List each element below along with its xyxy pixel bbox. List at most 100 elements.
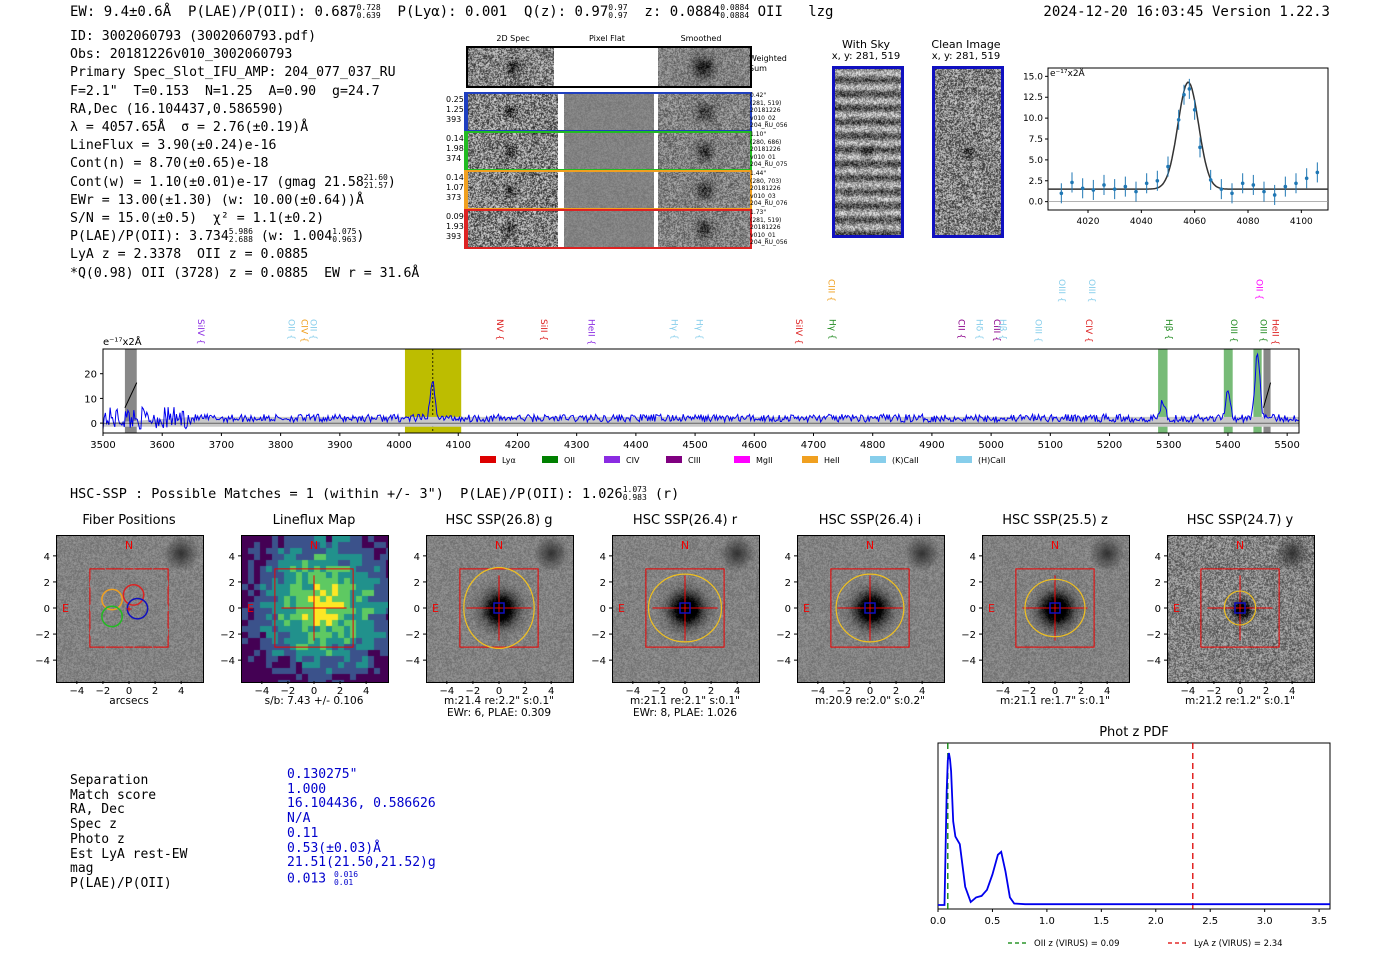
hsc-hi: 1.073 <box>622 485 647 494</box>
row-left-stats: 0.25 1.25 393 <box>446 95 466 125</box>
row-info: (280, 686) <box>750 138 782 146</box>
cutout-ytick-label: −4 <box>591 656 606 667</box>
spectral-line-label: SiII { <box>538 319 548 341</box>
green-band <box>1253 349 1262 433</box>
spec-xtick-label: 4600 <box>742 440 767 451</box>
spectral-line-label: OII { <box>285 319 295 340</box>
info-lineflux: LineFlux = 3.90(±0.24)e-16 <box>70 138 277 154</box>
row-info: (281, 519) <box>750 99 782 107</box>
hsc-lo: 0.983 <box>622 493 647 502</box>
match-value: 1.000 <box>287 782 436 798</box>
spec2d-row <box>466 170 752 210</box>
plae-value: P(LAE)/P(OII): 0.687 <box>188 4 357 20</box>
cutout-overlay: NE <box>1173 539 1280 648</box>
compass-east: E <box>1173 602 1180 615</box>
match-label: Match score <box>70 787 157 803</box>
cutout-xtick-label: −4 <box>69 686 84 697</box>
spectral-line-label: SiIV { <box>195 319 205 345</box>
cutout-ytick-label: 2 <box>414 578 420 589</box>
info-radec: RA,Dec (16.104437,0.586590) <box>70 101 285 117</box>
cutout-ytick-label: 0 <box>44 604 50 615</box>
line-zoom-chart: 0.0 2.5 5.0 7.5 10.0 12.5 15.0 4020 4040 4060 4080… <box>1023 67 1329 227</box>
fiber-circle <box>104 640 126 662</box>
cutout-xtick-label: 2 <box>522 686 528 697</box>
cutout-ytick-label: 2 <box>229 578 235 589</box>
cutout-xtick-label: 4 <box>548 686 554 697</box>
spectral-line-label: OIII { <box>1056 279 1066 303</box>
spec-ytick-label: 20 <box>84 370 97 381</box>
spectral-line-label: CIV { <box>1083 319 1093 343</box>
cutout-ytick-label: −2 <box>1146 630 1161 641</box>
row-info: 204_RU_056 <box>750 239 788 247</box>
row-info: 204_RU_076 <box>750 200 788 208</box>
spec-xtick-label: 3700 <box>209 440 234 451</box>
cutout-title: Lineflux Map <box>272 513 356 528</box>
plae2-lo: 2.688 <box>228 235 253 245</box>
zoom-point <box>1134 189 1138 194</box>
photz-xtick-label: 2.0 <box>1148 916 1164 927</box>
legend-swatch <box>604 456 620 463</box>
cutout-title: HSC SSP(26.8) g <box>445 513 553 528</box>
cutout-title: HSC SSP(25.5) z <box>1002 513 1108 528</box>
match-label: Photo z <box>70 831 125 847</box>
version: Version 1.22.3 <box>1211 4 1330 20</box>
cutout-caption: m:21.2 re:1.2" s:0.1" <box>1157 695 1323 707</box>
hsc-match-line: HSC-SSP : Possible Matches = 1 (within +… <box>70 485 679 503</box>
row-info: 1.44" <box>750 170 767 177</box>
fiber-circle <box>132 554 154 576</box>
spectral-line-label: Hβ { <box>997 319 1007 340</box>
zoom-point <box>1144 181 1149 186</box>
cutout-overlay: NE <box>988 539 1095 648</box>
cutout-ytick-label: −2 <box>591 630 606 641</box>
legend-label: (K)CaII <box>892 456 919 465</box>
row-info: 0.42" <box>750 92 767 99</box>
photz-title: Phot z PDF <box>1099 725 1169 740</box>
match-value-text: 0.013 <box>287 871 327 887</box>
row-pixelflat <box>564 172 654 208</box>
noise-band <box>103 416 1299 427</box>
zoom-point <box>1192 107 1197 112</box>
spec-xtick-label: 5500 <box>1274 440 1299 451</box>
row-2dspec <box>468 211 558 247</box>
zoom-point <box>1208 178 1213 182</box>
contw-hi: 21.60 <box>363 172 388 182</box>
col-label-2dspec: 2D Spec <box>496 34 530 43</box>
cutout-ytick-label: 4 <box>1155 552 1161 563</box>
plae2-hi: 5.986 <box>228 227 253 237</box>
spec-xtick-label: 5300 <box>1156 440 1181 451</box>
info-plae: P(LAE)/P(OII): 3.734 5.986 2.688 (w: 1.004… <box>70 228 419 246</box>
cutout-caption-line1: m:21.1 re:2.1" s:0.1" <box>630 695 740 707</box>
cutout-caption: m:20.9 re:2.0" s:0.2" <box>787 695 953 707</box>
cutout-image <box>1167 535 1315 683</box>
cutout-ytick-label: −4 <box>35 656 50 667</box>
info-sn: S/N = 15.0(±0.5) χ² = 1.1(±0.2) <box>70 211 325 227</box>
match-label: RA, Dec <box>70 802 125 818</box>
clean-title1: Clean Image <box>931 38 1001 51</box>
row-stat: 374 <box>446 154 462 163</box>
cutout-caption: m:21.1 re:1.7" s:0.1" <box>972 695 1138 707</box>
zoom-ytick-label: 5.0 <box>1029 156 1044 166</box>
cutout-ytick-label: 2 <box>970 578 976 589</box>
match-value-text: 21.51(21.50,21.52)g <box>287 855 436 871</box>
qz-lo: 0.97 <box>608 11 628 20</box>
cutout-xtick-label: −2 <box>281 686 296 697</box>
center-marker: + <box>126 604 132 615</box>
cutout-xtick-label: 0 <box>496 686 502 697</box>
zoom-point <box>1198 145 1202 150</box>
row-info: v010_03 <box>750 192 776 200</box>
row-right-info: 0.42" (281, 519) 20181226 v010_02 204_RU_056 <box>750 92 802 130</box>
cutout-caption-line1: m:20.9 re:2.0" s:0.2" <box>815 695 925 707</box>
zoom-point <box>1123 184 1128 189</box>
cutout-axes: −4 −4 −2 −2 0 0 2 2 4 4 <box>776 552 925 697</box>
spec-unit-label: e⁻¹⁷x2Å <box>103 335 142 348</box>
compass-north: N <box>1051 539 1059 552</box>
row-info: 1.10" <box>750 131 767 138</box>
row-stat: 1.93 <box>446 222 464 231</box>
cutout-ytick-label: 4 <box>970 552 976 563</box>
row-left-stats: 0.14 1.07 373 <box>446 173 466 203</box>
zoom-point <box>1262 189 1266 194</box>
full-spectrum-chart: 0 10 20 3500 3600 3700 3800 3900 4000 4100 4200 430… <box>84 279 1300 465</box>
fiber-circle <box>161 609 183 631</box>
cutout-overlay: NE <box>247 539 354 648</box>
z-value: z: 0.0884 <box>644 4 721 20</box>
